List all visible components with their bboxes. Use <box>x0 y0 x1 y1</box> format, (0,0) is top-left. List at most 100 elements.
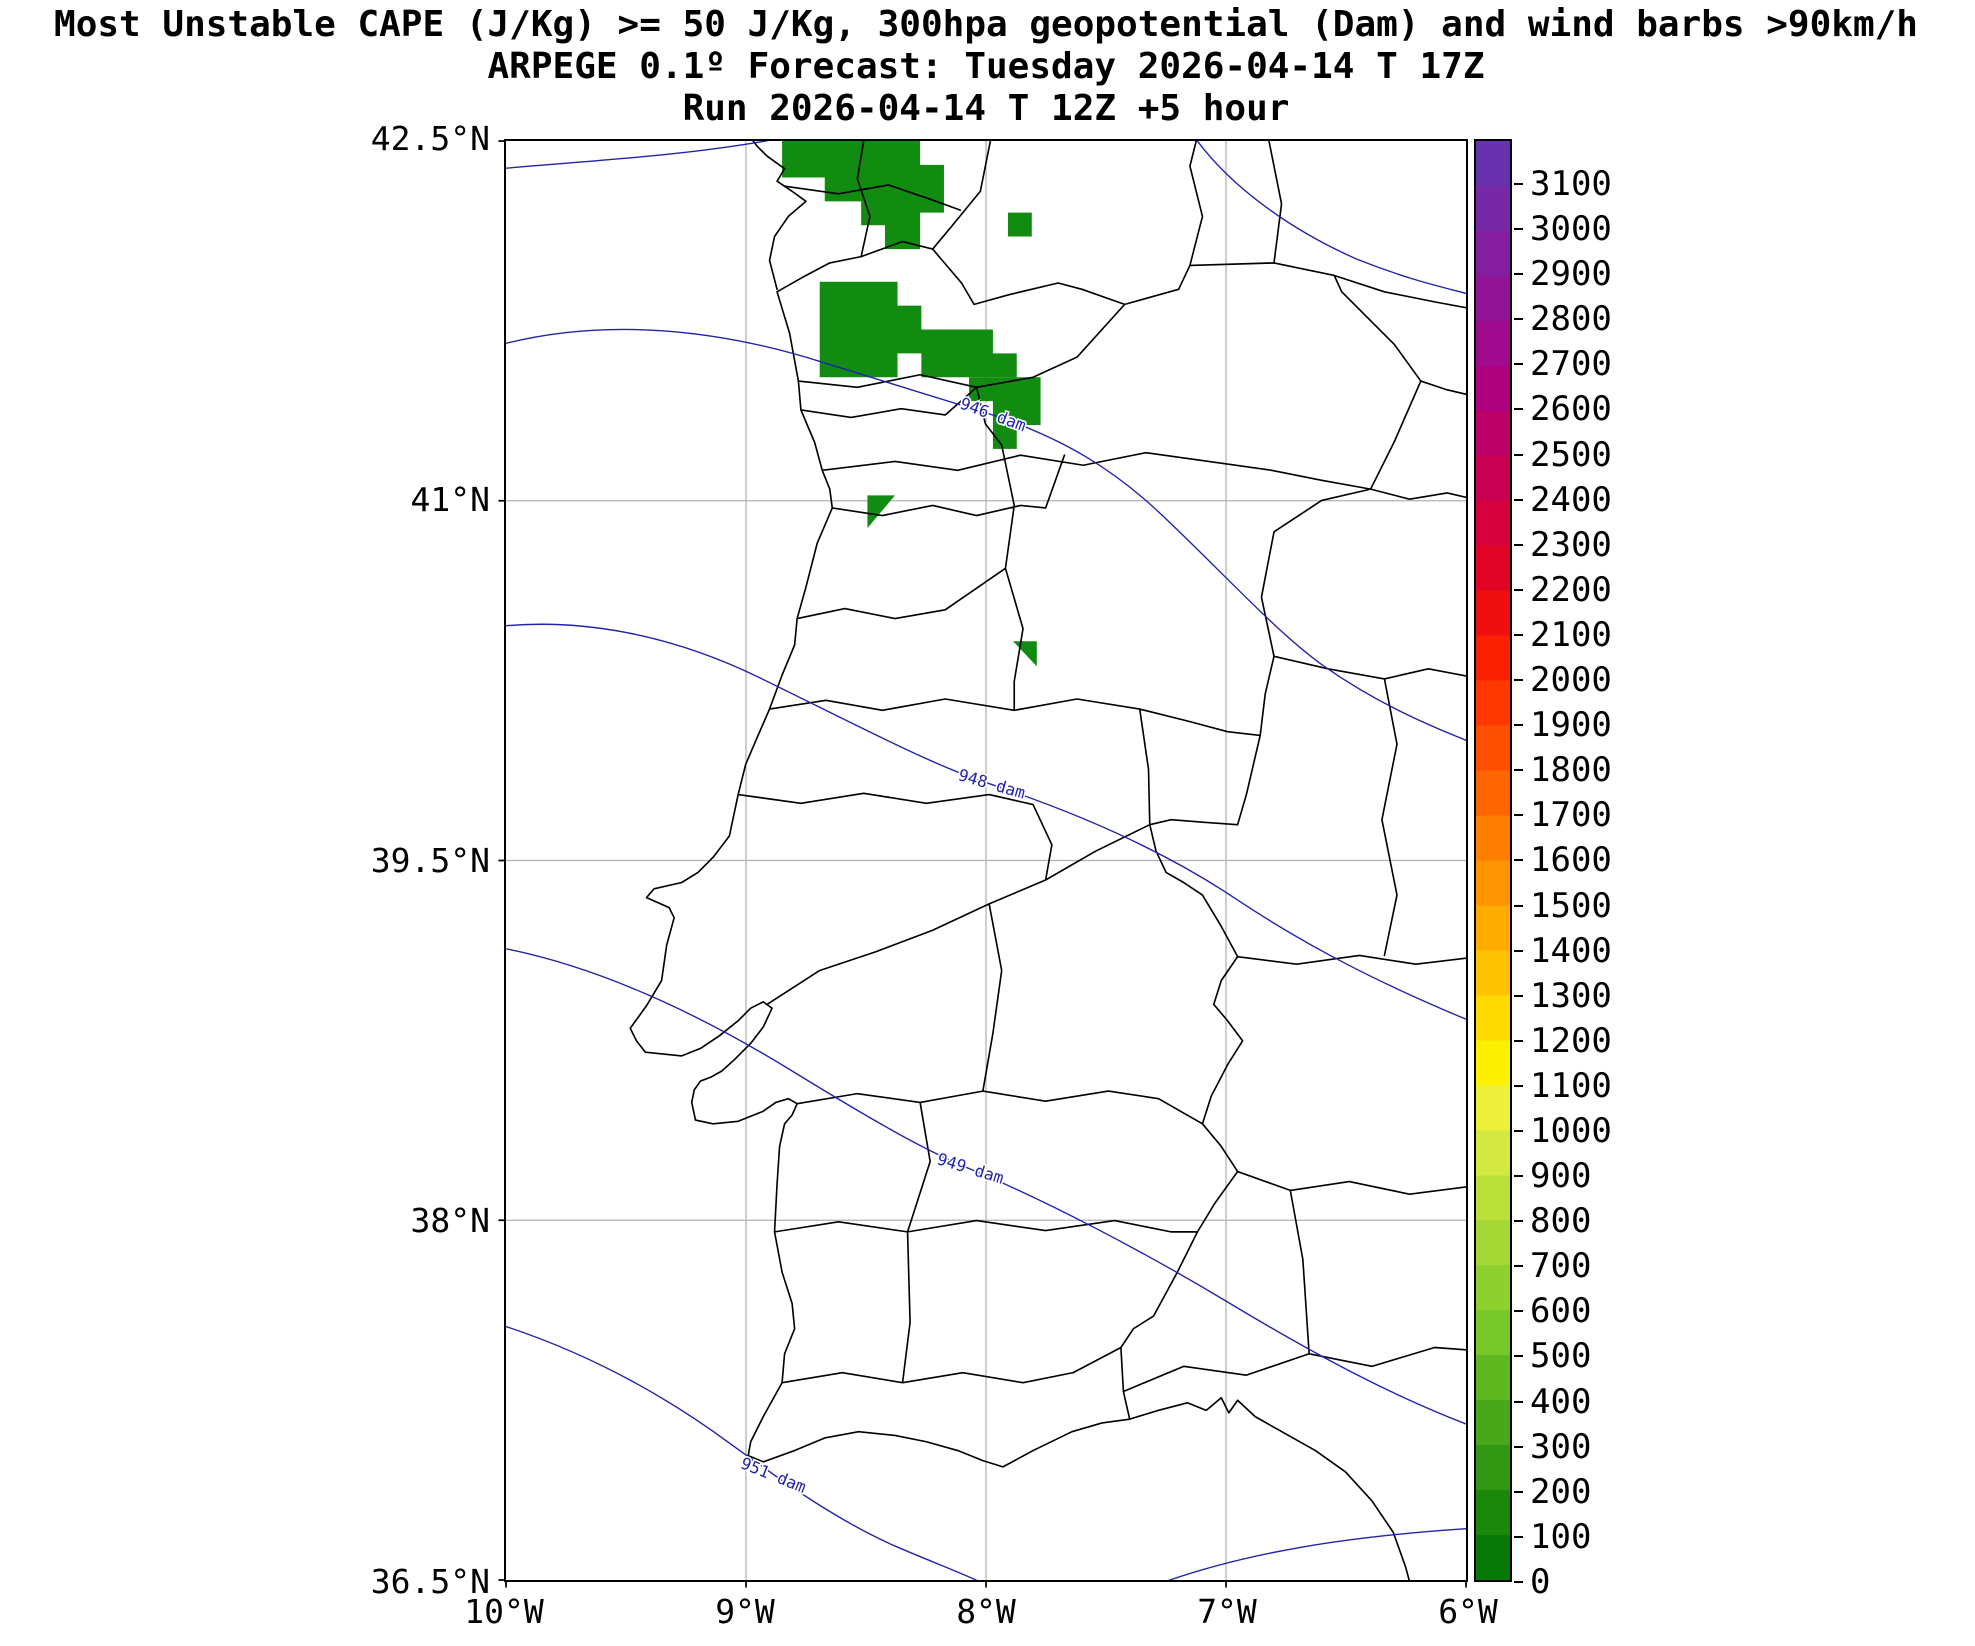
colorbar-tick-mark <box>1514 183 1523 185</box>
colorbar-tick-labels: 3100 3000 2900 2800 2700 2600 2500 2400 … <box>1514 162 1612 1604</box>
colorbar-tick-label: 400 <box>1530 1381 1592 1422</box>
colorbar-tick: 1800 <box>1514 748 1612 792</box>
geopotential-contour <box>1196 141 1466 295</box>
map-plot-area: 946 dam 948 dam 949 dam 951 dam <box>498 139 1468 1588</box>
colorbar-tick-mark <box>1514 1220 1523 1223</box>
y-tick-label: 36.5°N <box>370 1562 490 1601</box>
colorbar-tick: 800 <box>1514 1199 1612 1243</box>
colorbar-tick-label: 3000 <box>1530 209 1612 250</box>
colorbar-tick-label: 500 <box>1530 1336 1592 1377</box>
geopotential-contour-949 <box>506 948 1466 1425</box>
cape-patch <box>1012 641 1037 667</box>
colorbar-tick-label: 2300 <box>1530 524 1612 565</box>
colorbar-tick: 100 <box>1514 1515 1612 1559</box>
colorbar-tick: 2000 <box>1514 658 1612 702</box>
colorbar-tick-mark <box>1514 498 1523 501</box>
colorbar-tick: 900 <box>1514 1154 1612 1198</box>
colorbar-tick-mark <box>1514 769 1523 772</box>
colorbar-tick-mark <box>1514 949 1523 952</box>
y-axis-tick-labels: 42.5°N 41°N 39.5°N 38°N 36.5°N <box>240 118 490 1603</box>
colorbar-tick-mark <box>1514 1175 1523 1178</box>
geopotential-contour-948 <box>506 623 1466 1020</box>
x-tick-label: 7°W <box>1197 1592 1257 1631</box>
colorbar-tick-label: 1200 <box>1530 1020 1612 1061</box>
colorbar-tick-label: 2000 <box>1530 660 1612 701</box>
cape-patch <box>819 281 1017 378</box>
contour-labels: 946 dam 948 dam 949 dam 951 dam <box>736 392 1030 1498</box>
colorbar-tick-mark <box>1514 1535 1523 1538</box>
colorbar-tick-mark <box>1514 1355 1523 1358</box>
colorbar-tick-label: 1600 <box>1530 840 1612 881</box>
colorbar-tick: 2800 <box>1514 297 1612 341</box>
colorbar-tick-mark <box>1514 228 1523 231</box>
map-canvas: 946 dam 948 dam 949 dam 951 dam <box>498 140 1467 1588</box>
colorbar-tick: 300 <box>1514 1425 1612 1469</box>
colorbar-tick: 500 <box>1514 1334 1612 1378</box>
colorbar-tick: 1200 <box>1514 1019 1612 1063</box>
colorbar-tick-label: 2100 <box>1530 614 1612 655</box>
colorbar-tick-label: 3100 <box>1530 164 1612 204</box>
colorbar-tick-mark <box>1514 408 1523 411</box>
colorbar-tick-label: 2200 <box>1530 569 1612 610</box>
x-tick-label: 8°W <box>956 1592 1016 1631</box>
contour-label-949: 949 dam <box>935 1149 1006 1187</box>
x-axis-tick-labels: 10°W 9°W 8°W 7°W 6°W <box>438 1592 1534 1632</box>
colorbar-tick-mark <box>1514 859 1523 862</box>
colorbar-tick-label: 700 <box>1530 1246 1592 1287</box>
colorbar-tick-mark <box>1514 994 1523 997</box>
colorbar-tick: 1900 <box>1514 703 1612 747</box>
y-tick-label: 42.5°N <box>370 119 490 158</box>
geopotential-contour-946 <box>506 328 1466 741</box>
colorbar-tick-mark <box>1514 543 1523 546</box>
geopotential-contour <box>506 141 770 169</box>
y-tick-label: 41°N <box>410 479 490 519</box>
colorbar-tick-mark <box>1514 1580 1523 1583</box>
colorbar-tick-mark <box>1514 814 1523 817</box>
portugal-outline <box>629 240 1422 1468</box>
colorbar-tick: 2400 <box>1514 478 1612 522</box>
colorbar-tick-mark <box>1514 1039 1523 1042</box>
colorbar-tick-mark <box>1514 1400 1523 1403</box>
x-tick-label: 10°W <box>464 1592 544 1631</box>
colorbar-tick-label: 2600 <box>1530 389 1612 430</box>
galicia-coastline <box>752 141 807 291</box>
cape-patch <box>1007 212 1032 237</box>
colorbar-tick: 1500 <box>1514 884 1612 928</box>
colorbar-tick-label: 2500 <box>1530 434 1612 475</box>
contour-label-951: 951 dam <box>738 1454 809 1497</box>
colorbar-tick: 0 <box>1514 1560 1612 1604</box>
y-tick-label: 39.5°N <box>370 840 490 880</box>
colorbar-tick-mark <box>1514 1445 1523 1448</box>
colorbar-tick-label: 2900 <box>1530 254 1612 295</box>
x-tick-label: 6°W <box>1438 1592 1498 1631</box>
colorbar-tick-label: 1100 <box>1530 1065 1612 1106</box>
colorbar-tick-label: 900 <box>1530 1156 1592 1197</box>
geopotential-contours <box>506 141 1466 1580</box>
colorbar-tick-label: 600 <box>1530 1291 1592 1332</box>
colorbar-tick: 2900 <box>1514 252 1612 296</box>
colorbar-tick-label: 0 <box>1530 1561 1551 1602</box>
y-tick-label: 38°N <box>410 1201 490 1241</box>
colorbar-tick-mark <box>1514 633 1523 636</box>
colorbar-tick-label: 1500 <box>1530 885 1612 926</box>
x-tick-label: 9°W <box>715 1592 775 1631</box>
colorbar-tick: 200 <box>1514 1470 1612 1514</box>
colorbar-tick-mark <box>1514 273 1523 276</box>
colorbar-tick-label: 2400 <box>1530 479 1612 520</box>
colorbar-tick-label: 1700 <box>1530 795 1612 836</box>
chart-subtitle: ARPEGE 0.1º Forecast: Tuesday 2026-04-14… <box>487 46 1485 87</box>
colorbar-tick-label: 1000 <box>1530 1110 1612 1151</box>
chart-title: Most Unstable CAPE (J/Kg) >= 50 J/Kg, 30… <box>54 4 1918 45</box>
colorbar-tick: 2600 <box>1514 387 1612 431</box>
colorbar-tick-mark <box>1514 1490 1523 1493</box>
cape-fill-regions <box>782 141 1041 667</box>
colorbar-tick: 1700 <box>1514 793 1612 837</box>
colorbar-tick-label: 800 <box>1530 1201 1592 1242</box>
colorbar-tick-mark <box>1514 1129 1523 1132</box>
colorbar-tick-label: 1900 <box>1530 705 1612 746</box>
south-spain-coastline <box>1128 1396 1410 1580</box>
colorbar-tick: 2100 <box>1514 613 1612 657</box>
cape-patch <box>867 495 896 529</box>
colorbar-tick-mark <box>1514 1310 1523 1313</box>
geopotential-contour <box>1167 1528 1466 1580</box>
